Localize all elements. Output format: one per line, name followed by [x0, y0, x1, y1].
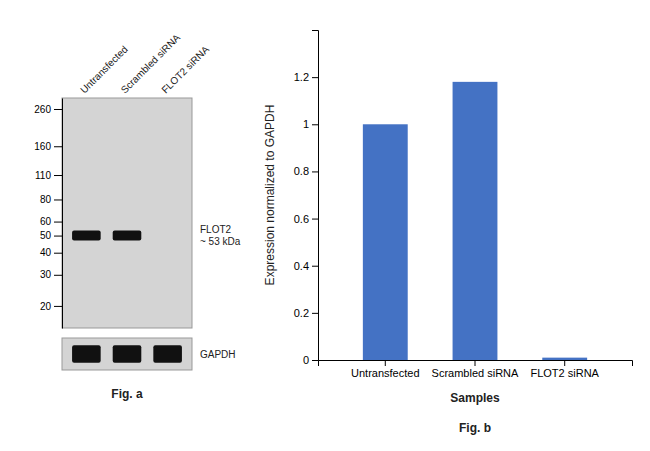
- tick-label: 0: [303, 354, 309, 366]
- tick-mark: [312, 313, 318, 314]
- y-axis-title: Expression normalized to GAPDH: [263, 105, 277, 286]
- mw-tick: 20: [40, 301, 62, 312]
- tick-mark: [312, 77, 318, 78]
- band: [72, 231, 101, 241]
- x-tick: Untransfected: [351, 360, 419, 379]
- x-tick: Scrambled siRNA: [432, 360, 519, 379]
- mw-tick: 60: [40, 216, 62, 227]
- y-tick: 0.6: [294, 213, 318, 225]
- lane-label: FLOT2 siRNA: [159, 43, 211, 95]
- band: [113, 231, 142, 241]
- tick-mark: [475, 360, 476, 366]
- axis-line: [319, 361, 633, 367]
- mw-tick-mark: [54, 146, 62, 147]
- tick-mark: [564, 360, 565, 366]
- band-label: FLOT2~ 53 kDa: [200, 224, 241, 247]
- bar-panel: 0 0.2 0.4 0.6 0.8 1 1.2 Untransfected Scrambled …: [263, 31, 633, 436]
- band: [113, 345, 142, 363]
- y-axis: 0 0.2 0.4 0.6 0.8 1 1.2: [294, 31, 319, 367]
- mw-tick: 160: [34, 141, 62, 152]
- mw-tick: 30: [40, 269, 62, 280]
- tick-label: 0.4: [294, 260, 309, 272]
- y-tick: 0: [303, 354, 318, 366]
- tick-mark: [312, 360, 318, 361]
- axis-line: [62, 99, 63, 329]
- mw-label: 20: [40, 301, 52, 312]
- tick-label: FLOT2 siRNA: [530, 367, 599, 379]
- mw-tick-mark: [54, 306, 62, 307]
- band-label: GAPDH: [200, 349, 236, 360]
- bar: [453, 82, 498, 360]
- bar: [363, 124, 408, 360]
- y-tick: 0.8: [294, 165, 318, 177]
- bars: [363, 82, 587, 360]
- y-tick: 1: [303, 118, 318, 130]
- y-tick: 1.2: [294, 71, 318, 83]
- bar: [542, 358, 587, 360]
- tick-mark: [312, 171, 318, 172]
- mw-tick-mark: [54, 275, 62, 276]
- tick-label: 1: [303, 118, 309, 130]
- tick-label: 0.2: [294, 307, 309, 319]
- mw-tick: 80: [40, 194, 62, 205]
- mw-tick-mark: [54, 109, 62, 110]
- gel-strip: [62, 338, 192, 370]
- x-tick: FLOT2 siRNA: [530, 360, 599, 379]
- mw-label: 160: [34, 141, 51, 152]
- bands: [72, 231, 141, 241]
- strip-bands: [72, 345, 182, 363]
- tick-mark: [312, 219, 318, 220]
- mw-tick: 110: [35, 170, 62, 181]
- blot-panel: 260160110806050403020UntransfectedScramb…: [34, 32, 240, 401]
- tick-label: Untransfected: [351, 367, 419, 379]
- mw-label: 40: [40, 247, 52, 258]
- mw-axis: 260 160 110 80 60 50 40 30 20: [34, 99, 62, 329]
- band: [72, 345, 101, 363]
- mw-tick-mark: [54, 199, 62, 200]
- gel: [62, 98, 192, 328]
- mw-label: 60: [40, 216, 52, 227]
- panel-caption: Fig. a: [111, 387, 143, 401]
- mw-tick: 260: [34, 104, 62, 115]
- mw-tick: 40: [40, 247, 62, 258]
- mw-label: 30: [40, 269, 52, 280]
- tick-mark: [312, 266, 318, 267]
- y-tick: 0.2: [294, 307, 318, 319]
- mw-label: 110: [35, 170, 51, 181]
- tick-label: 0.6: [294, 213, 309, 225]
- tick-label: 0.8: [294, 165, 309, 177]
- figure: 260 160 110 80 60 50 40 30 20 Untransfected Scramb…: [0, 0, 650, 451]
- mw-tick-mark: [54, 175, 62, 176]
- mw-tick-mark: [54, 222, 62, 223]
- tick-mark: [312, 124, 318, 125]
- axis-line: [312, 31, 319, 361]
- x-axis: Untransfected Scrambled siRNA FLOT2 siRNA: [319, 360, 633, 379]
- mw-label: 50: [40, 230, 52, 241]
- mw-label: 260: [34, 104, 51, 115]
- tick-label: 1.2: [294, 71, 309, 83]
- mw-tick: 50: [40, 230, 62, 241]
- mw-label: 80: [40, 194, 52, 205]
- mw-tick-mark: [54, 253, 62, 254]
- tick-label: Scrambled siRNA: [432, 367, 519, 379]
- x-axis-title: Samples: [450, 391, 500, 405]
- band: [153, 345, 182, 363]
- y-tick: 0.4: [294, 260, 318, 272]
- tick-mark: [385, 360, 386, 366]
- mw-tick-mark: [54, 236, 62, 237]
- panel-caption: Fig. b: [459, 421, 491, 435]
